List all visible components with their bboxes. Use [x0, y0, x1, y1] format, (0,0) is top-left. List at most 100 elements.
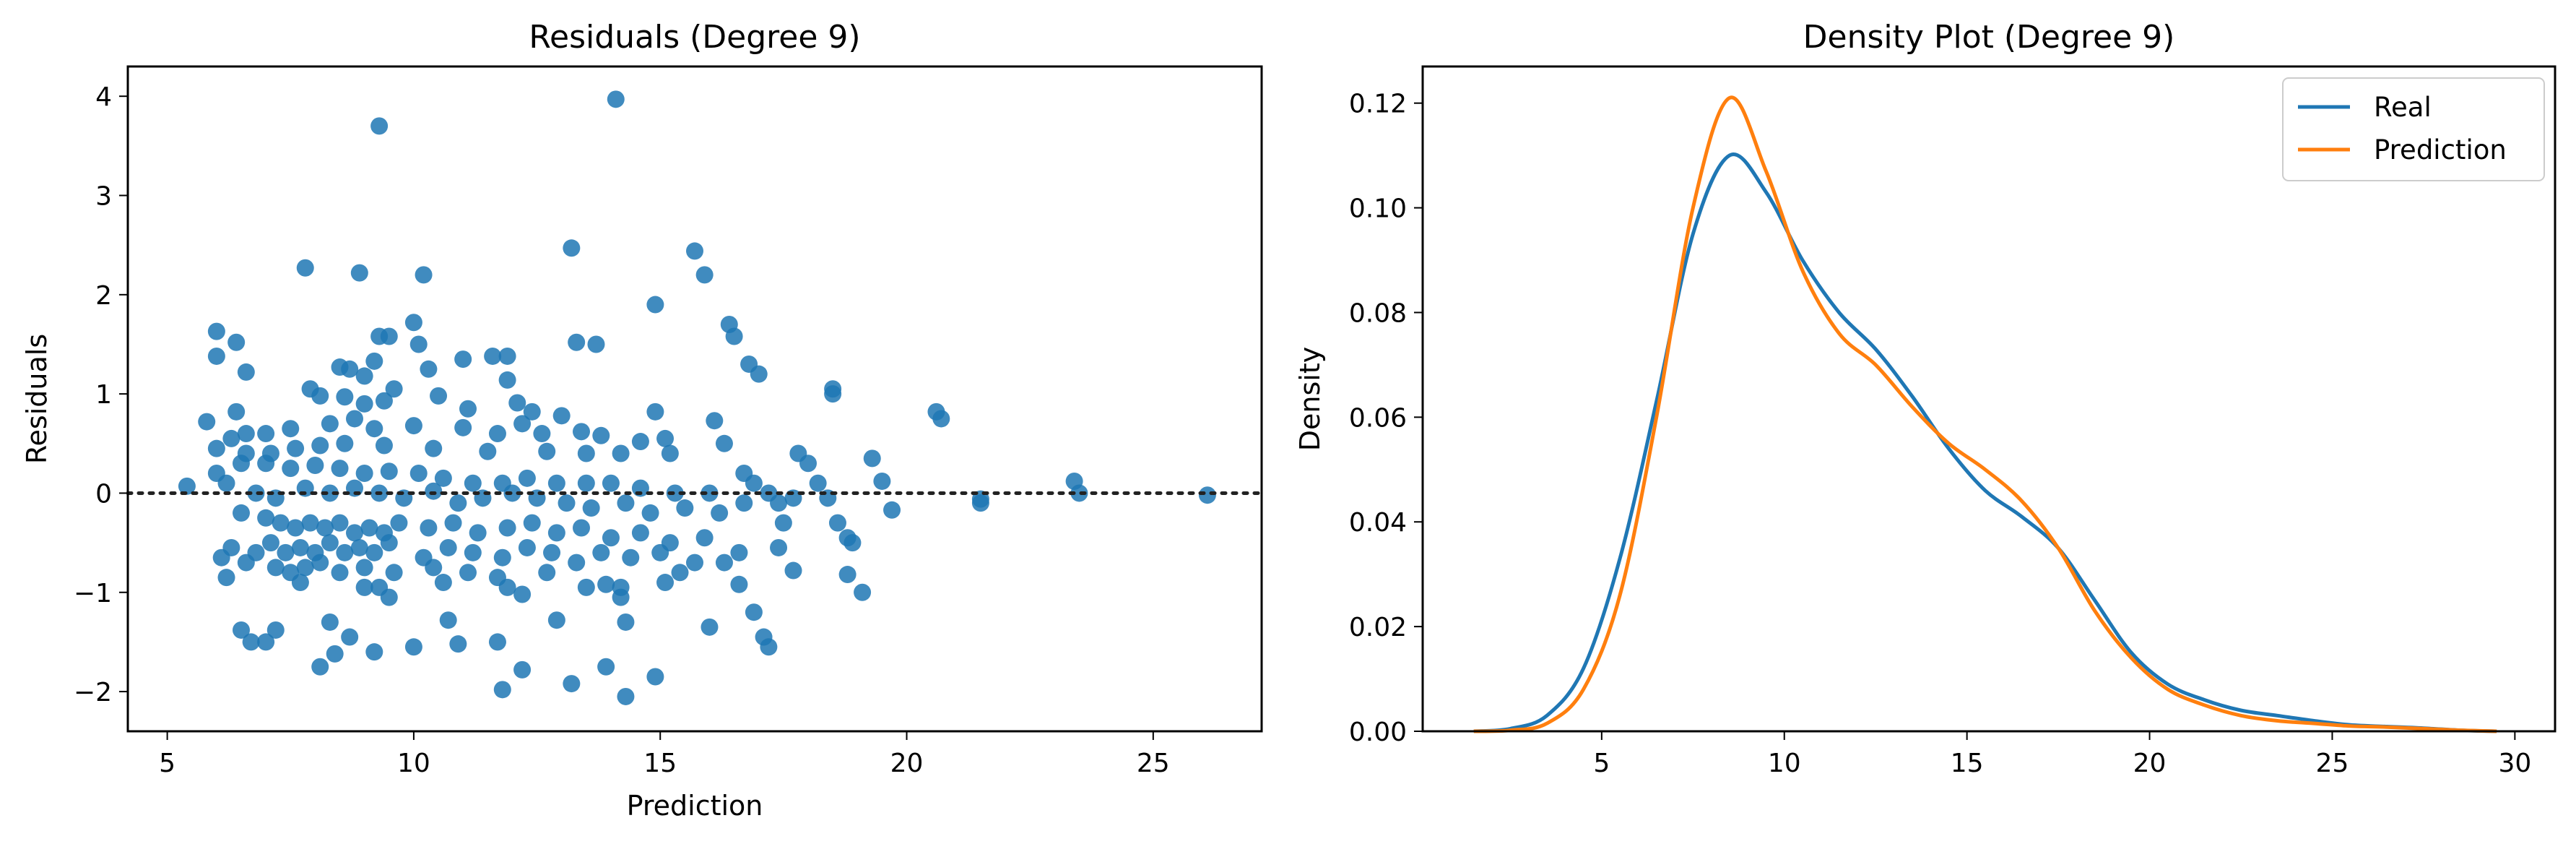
residual-point [547, 524, 565, 542]
residual-point [257, 633, 275, 651]
residual-point [331, 460, 349, 478]
residual-point [311, 554, 329, 572]
residual-point [622, 548, 640, 567]
density-y-tick-label: 0.04 [1349, 508, 1407, 538]
residuals-x-tick-label: 25 [1137, 749, 1170, 778]
residual-point [656, 429, 675, 447]
residual-point [568, 554, 586, 572]
residual-point [296, 259, 314, 277]
residual-point [844, 534, 862, 552]
residual-point [247, 484, 265, 502]
residual-point [676, 499, 694, 517]
residual-point [266, 621, 285, 639]
residual-point [233, 455, 250, 473]
residual-point [971, 494, 989, 512]
residual-point [824, 385, 842, 403]
density-y-tick-label: 0.00 [1349, 718, 1407, 747]
residual-point [498, 371, 516, 389]
residual-point [237, 554, 255, 572]
residual-point [355, 559, 373, 577]
residual-point [563, 675, 581, 693]
residual-point [217, 569, 235, 587]
residuals-title: Residuals (Degree 9) [529, 19, 860, 56]
residual-point [207, 322, 225, 340]
residuals-y-tick-label: −1 [74, 579, 112, 608]
residual-point [227, 402, 246, 421]
residual-point [602, 529, 620, 547]
density-x-tick-label: 30 [2498, 749, 2531, 778]
residual-point [439, 611, 457, 629]
residual-point [217, 474, 235, 492]
residual-point [552, 407, 571, 425]
residual-point [257, 425, 275, 443]
residual-point [360, 519, 378, 537]
residual-point [449, 494, 467, 512]
residual-point [932, 410, 950, 428]
residual-point [212, 548, 230, 567]
residual-point [518, 538, 536, 556]
residual-point [346, 524, 363, 542]
residual-point [686, 554, 703, 572]
residual-point [207, 347, 225, 365]
residuals-y-tick-label: 2 [95, 281, 112, 311]
residual-point [686, 242, 703, 260]
residual-point [415, 266, 433, 284]
density-y-tick-label: 0.12 [1349, 90, 1407, 119]
residual-point [336, 388, 354, 406]
density-y-axis-label: Density [1294, 347, 1326, 451]
residual-point [311, 436, 329, 455]
residual-point [282, 420, 300, 438]
residual-point [311, 387, 329, 405]
residual-point [558, 494, 576, 512]
residual-point [321, 415, 339, 433]
residual-point [355, 395, 373, 413]
residual-point [430, 387, 448, 405]
residual-point [523, 514, 541, 532]
residual-point [730, 575, 748, 593]
residual-point [409, 464, 428, 482]
residual-point [701, 484, 719, 502]
residual-point [799, 455, 817, 473]
residuals-y-tick-label: 3 [95, 182, 112, 212]
residual-point [641, 504, 659, 522]
residual-point [513, 660, 532, 679]
residual-point [257, 509, 275, 527]
residual-point [695, 529, 714, 547]
residual-point [459, 400, 477, 418]
residual-point [291, 538, 309, 556]
residual-point [375, 436, 393, 455]
residual-point [287, 439, 305, 457]
residual-point [287, 519, 305, 537]
residual-point [404, 417, 422, 435]
density-y-tick-label: 0.02 [1349, 613, 1407, 642]
residuals-ticks: 5 10 15 20 25 −2 −1 0 1 2 3 4 [74, 82, 1170, 778]
residual-point [306, 457, 324, 474]
residual-point [237, 425, 255, 443]
residual-point [547, 474, 565, 492]
residuals-x-tick-label: 20 [890, 749, 924, 778]
residual-point [735, 494, 753, 512]
residual-point [750, 365, 768, 383]
residual-point [656, 574, 675, 592]
density-plot-frame [1421, 65, 2557, 733]
density-lines [1473, 95, 2497, 733]
residual-point [1070, 484, 1088, 502]
residual-point [459, 564, 477, 582]
residual-point [479, 442, 497, 460]
residual-point [261, 534, 279, 552]
residual-point [774, 514, 792, 532]
residual-point [222, 429, 240, 447]
residual-point [873, 472, 891, 490]
residual-point [178, 477, 196, 495]
residual-point [715, 554, 733, 572]
residual-point [563, 239, 581, 257]
residuals-y-tick-label: 0 [95, 479, 112, 509]
residual-point [341, 360, 359, 378]
residual-point [321, 484, 339, 502]
residual-point [612, 588, 630, 606]
residual-point [1198, 486, 1216, 504]
residual-point [577, 444, 595, 462]
residual-point [355, 367, 373, 385]
residual-point [498, 347, 516, 365]
residual-point [592, 426, 610, 444]
